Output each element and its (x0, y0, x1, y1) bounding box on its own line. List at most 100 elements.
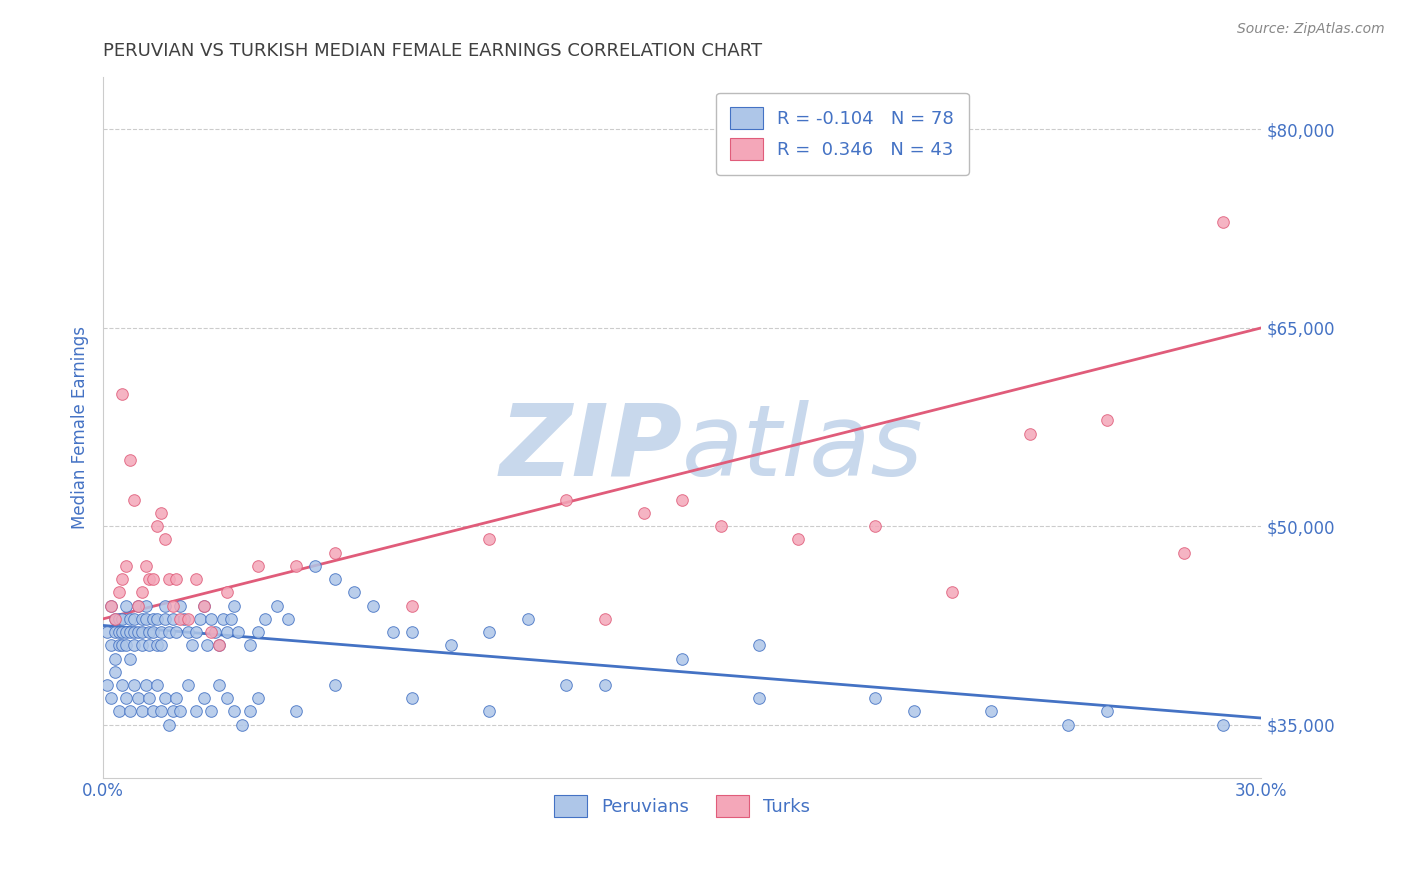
Point (181, 638, 204, 652)
Point (224, 705, 246, 719)
Text: Source: ZipAtlas.com: Source: ZipAtlas.com (1237, 22, 1385, 37)
Point (980, 705, 1002, 719)
Point (111, 572, 134, 586)
Point (285, 558, 308, 573)
Point (131, 612, 153, 626)
Point (104, 612, 127, 626)
Point (142, 612, 165, 626)
Point (941, 585, 963, 599)
Point (193, 691, 215, 706)
Point (153, 533, 176, 547)
Point (439, 638, 461, 652)
Point (254, 612, 277, 626)
Point (135, 612, 157, 626)
Point (150, 638, 173, 652)
Point (104, 651, 127, 665)
Point (135, 599, 157, 613)
Point (177, 625, 200, 640)
Point (115, 599, 138, 613)
Point (177, 678, 200, 692)
Point (184, 572, 207, 586)
Point (173, 612, 195, 626)
Point (166, 572, 188, 586)
Point (239, 705, 262, 719)
Point (1212, 717, 1234, 731)
Point (787, 533, 810, 547)
Point (184, 625, 207, 640)
Point (104, 665, 127, 679)
Point (138, 638, 160, 652)
Text: ZIP: ZIP (499, 400, 682, 497)
Point (120, 705, 142, 719)
Point (671, 492, 693, 507)
Point (200, 612, 222, 626)
Point (215, 691, 238, 706)
Point (146, 678, 169, 692)
Point (555, 678, 578, 692)
Point (246, 625, 269, 640)
Point (115, 638, 138, 652)
Point (135, 558, 157, 573)
Point (381, 625, 404, 640)
Point (169, 612, 191, 626)
Point (1057, 717, 1080, 731)
Point (478, 533, 501, 547)
Point (120, 453, 142, 467)
Point (277, 612, 299, 626)
Point (188, 612, 211, 626)
Point (401, 625, 423, 640)
Point (138, 691, 160, 706)
Point (122, 492, 145, 507)
Point (122, 678, 145, 692)
Point (193, 599, 215, 613)
Point (131, 585, 153, 599)
Point (177, 612, 200, 626)
Point (111, 638, 134, 652)
Point (593, 678, 616, 692)
Point (478, 705, 501, 719)
Point (100, 691, 122, 706)
Point (100, 599, 122, 613)
Text: atlas: atlas (682, 400, 924, 497)
Point (104, 625, 127, 640)
Point (215, 585, 238, 599)
Point (671, 651, 693, 665)
Point (157, 625, 180, 640)
Point (208, 678, 231, 692)
Point (219, 612, 242, 626)
Point (146, 519, 169, 533)
Point (111, 625, 134, 640)
Point (1018, 426, 1040, 441)
Point (138, 572, 160, 586)
Point (122, 612, 145, 626)
Point (142, 572, 165, 586)
Point (153, 691, 176, 706)
Point (266, 599, 288, 613)
Point (401, 691, 423, 706)
Point (166, 625, 188, 640)
Point (224, 599, 246, 613)
Point (107, 638, 129, 652)
Point (122, 625, 145, 640)
Point (863, 519, 886, 533)
Point (127, 599, 149, 613)
Point (208, 638, 231, 652)
Point (104, 612, 127, 626)
Point (127, 599, 149, 613)
Point (157, 717, 180, 731)
Point (131, 625, 153, 640)
Point (285, 705, 308, 719)
Point (120, 612, 142, 626)
Point (111, 612, 134, 626)
Point (96, 678, 118, 692)
Point (166, 691, 188, 706)
Point (107, 625, 129, 640)
Point (162, 599, 184, 613)
Point (1095, 705, 1118, 719)
Point (150, 625, 173, 640)
Legend: Peruvians, Turks: Peruvians, Turks (547, 789, 817, 824)
Point (903, 705, 925, 719)
Point (1095, 413, 1118, 427)
Point (555, 492, 578, 507)
Point (111, 387, 134, 401)
